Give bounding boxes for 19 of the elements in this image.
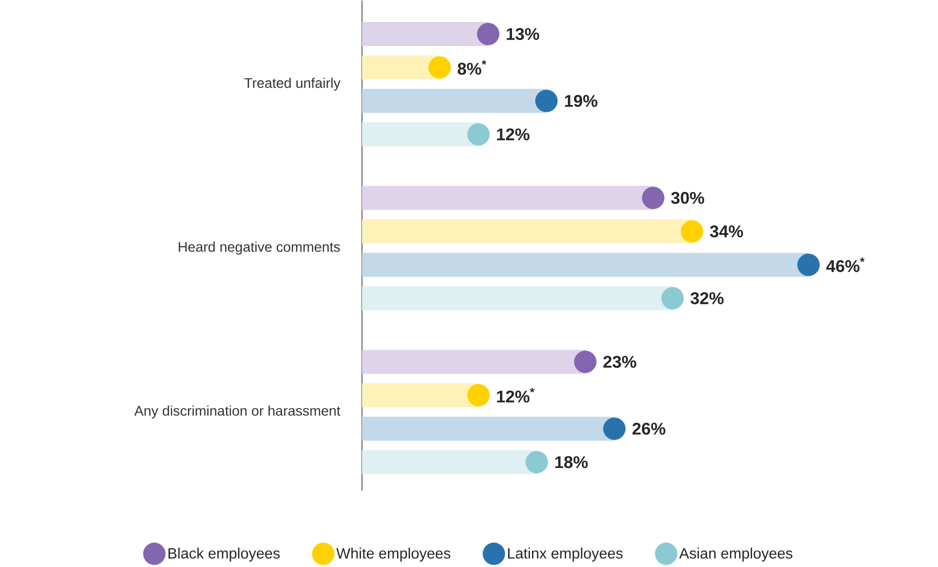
data-label: 19% [565, 95, 598, 108]
legend-label: Latinx employees [508, 548, 623, 562]
y-tick-label: Heard negative comments [178, 242, 340, 255]
data-label: 13% [506, 28, 540, 40]
y-tick-label: Any discrimination or harassment [134, 406, 340, 419]
data-label: 12%$^{*}$ [497, 388, 535, 403]
data-label: 30% [671, 192, 704, 204]
data-label: 23% [603, 356, 636, 368]
legend-label: White employees [336, 548, 450, 562]
data-label: 18% [555, 456, 588, 468]
legend-label: Asian employees [679, 548, 792, 562]
data-label: 34% [710, 225, 743, 238]
legend-label: Black employees [168, 548, 280, 562]
data-label: 12% [497, 128, 530, 140]
y-tick-label: Treated unfairly [244, 78, 340, 91]
data-label: 32% [690, 292, 724, 304]
data-label: 8%$^{*}$ [458, 60, 486, 75]
data-label: 46%$^{*}$ [826, 258, 865, 272]
data-label: 26% [632, 422, 666, 435]
